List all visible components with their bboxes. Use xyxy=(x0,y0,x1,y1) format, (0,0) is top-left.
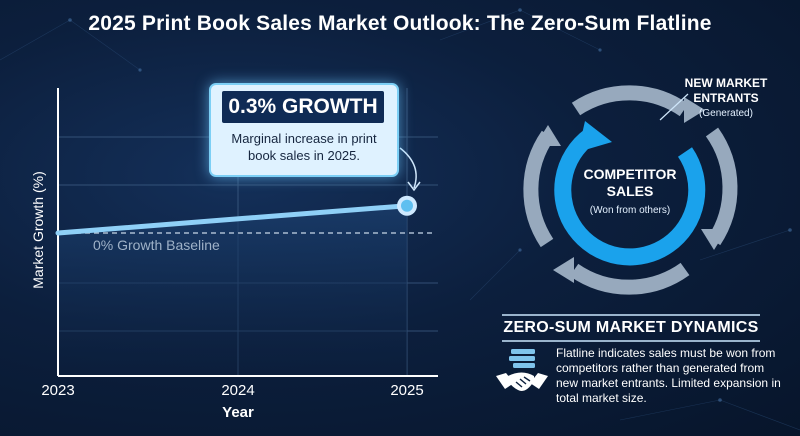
highlight-marker xyxy=(401,199,413,212)
y-axis-label: Market Growth (%) xyxy=(30,171,46,289)
outer-ring-arrowheads xyxy=(535,97,727,283)
baseline-label: 0% Growth Baseline xyxy=(93,237,220,253)
new-market-entrants-sub: (Generated) xyxy=(699,108,753,119)
x-tick-label: 2025 xyxy=(390,382,424,399)
cycle-diagram xyxy=(523,85,738,295)
series-line xyxy=(55,203,410,236)
page-title: 2025 Print Book Sales Market Outlook: Th… xyxy=(88,12,712,35)
handshake-icon xyxy=(496,349,548,391)
growth-callout: 0.3% GROWTH Marginal increase in print b… xyxy=(209,83,399,177)
competitor-sales-label: COMPETITOR SALES xyxy=(583,166,677,199)
x-tick-label: 2023 xyxy=(41,382,75,399)
callout-pointer-arrowhead xyxy=(407,181,421,192)
inner-ring xyxy=(554,129,706,266)
entrants-text: NEW MARKET ENTRANTS (Generated) xyxy=(671,76,781,119)
callout-text: Marginal increase in print book sales in… xyxy=(231,131,377,163)
outer-ring xyxy=(523,85,738,295)
callout-pointer-arrow xyxy=(399,147,417,189)
area-fill xyxy=(58,205,407,376)
x-tick-label: 2024 xyxy=(221,382,255,399)
callout-headline: 0.3% GROWTH xyxy=(222,91,384,123)
dynamics-text: Flatline indicates sales must be won fro… xyxy=(556,346,781,405)
inner-ring-arrowhead xyxy=(578,121,612,152)
cycle-center-text: COMPETITOR SALES (Won from others) xyxy=(565,166,695,216)
new-market-entrants-label: NEW MARKET ENTRANTS xyxy=(684,76,768,105)
competitor-sales-sub: (Won from others) xyxy=(589,205,671,216)
dynamics-title: ZERO-SUM MARKET DYNAMICS xyxy=(502,314,760,342)
entrants-pointer xyxy=(659,93,689,121)
x-axis-label: Year xyxy=(222,404,254,421)
